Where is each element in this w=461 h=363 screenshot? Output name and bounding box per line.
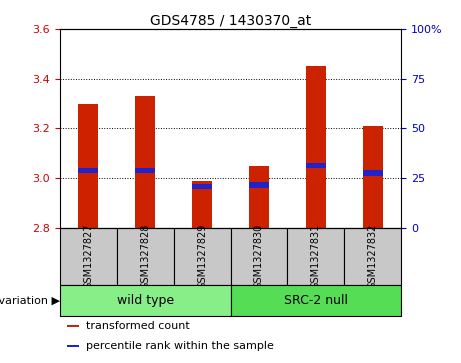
Text: GSM1327829: GSM1327829 [197,224,207,289]
Bar [135,168,155,173]
Text: GSM1327831: GSM1327831 [311,224,321,289]
Text: GSM1327828: GSM1327828 [140,224,150,289]
Text: GSM1327827: GSM1327827 [83,224,94,289]
Bar [78,103,98,228]
FancyBboxPatch shape [117,228,174,285]
Bar [306,163,326,168]
Bar [67,344,79,347]
FancyBboxPatch shape [60,228,117,285]
Bar [306,66,326,228]
Text: GSM1327832: GSM1327832 [367,224,378,289]
Text: wild type: wild type [117,294,174,307]
Text: genotype/variation ▶: genotype/variation ▶ [0,295,60,306]
Text: percentile rank within the sample: percentile rank within the sample [86,341,274,351]
Bar [78,168,98,173]
FancyBboxPatch shape [230,285,401,316]
Title: GDS4785 / 1430370_at: GDS4785 / 1430370_at [150,14,311,28]
Bar [363,170,383,176]
FancyBboxPatch shape [60,285,230,316]
Bar [135,96,155,228]
Bar [67,325,79,327]
FancyBboxPatch shape [344,228,401,285]
Text: transformed count: transformed count [86,321,189,331]
Bar [363,126,383,228]
FancyBboxPatch shape [174,228,230,285]
FancyBboxPatch shape [287,228,344,285]
FancyBboxPatch shape [230,228,287,285]
Text: SRC-2 null: SRC-2 null [284,294,348,307]
Bar [249,182,269,188]
Bar [192,184,212,189]
Text: GSM1327830: GSM1327830 [254,224,264,289]
Bar [192,180,212,228]
Bar [249,166,269,228]
